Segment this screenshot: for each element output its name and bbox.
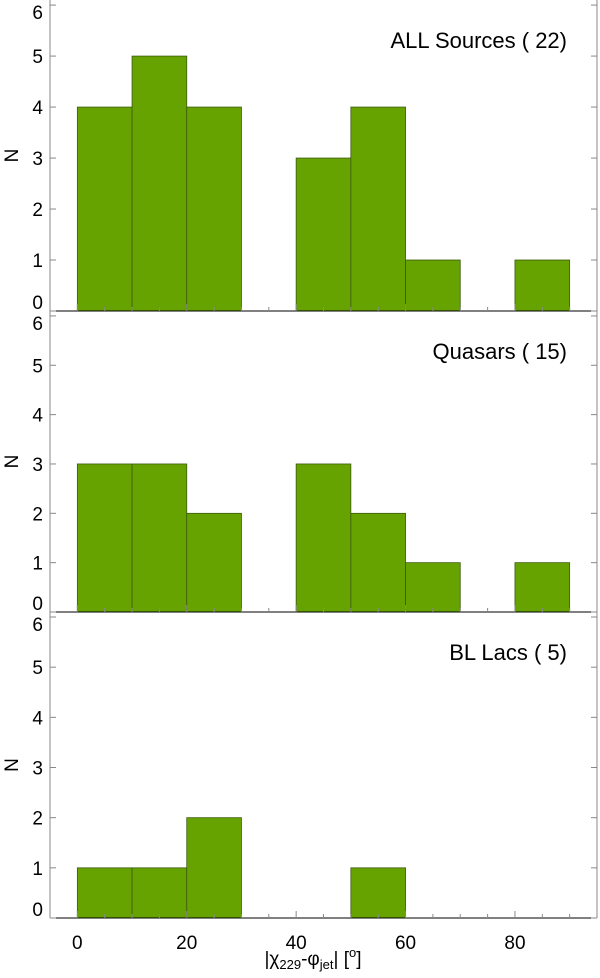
histogram-bar bbox=[350, 512, 406, 613]
panel-1: 0 1 2 3 4 5 6 N ALL Sources ( 22) bbox=[2, 0, 598, 314]
x-tick-label: 0 bbox=[72, 933, 83, 954]
histogram-bar bbox=[131, 55, 188, 312]
y-tick-label: 5 bbox=[32, 658, 43, 679]
panel-2: 0 1 2 3 4 5 6 N Quasars ( 15) bbox=[2, 311, 598, 615]
histogram-bar bbox=[295, 463, 352, 613]
y-tick-label: 4 bbox=[32, 98, 43, 119]
histogram-bar bbox=[186, 817, 242, 919]
histogram-bar bbox=[186, 512, 242, 613]
y-tick-label: 1 bbox=[32, 251, 43, 272]
y-tick-label: 3 bbox=[32, 455, 43, 476]
x-tick-label: 20 bbox=[176, 933, 197, 954]
panel-title: ALL Sources ( 22) bbox=[391, 28, 568, 53]
y-tick-label: 3 bbox=[32, 149, 43, 170]
panel-title: BL Lacs ( 5) bbox=[449, 640, 567, 665]
y-tick-label: 0 bbox=[32, 594, 43, 615]
y-tick-label: 0 bbox=[32, 900, 43, 921]
y-tick-label: 1 bbox=[32, 859, 43, 880]
histogram-bar bbox=[350, 106, 406, 312]
y-tick-label: 4 bbox=[32, 406, 43, 427]
y-tick-label: 0 bbox=[32, 293, 43, 314]
histogram-bar bbox=[405, 259, 461, 312]
panel-title: Quasars ( 15) bbox=[433, 339, 568, 364]
y-tick-label: 5 bbox=[32, 356, 43, 377]
y-tick-label: 5 bbox=[32, 47, 43, 68]
y-tick-label: 3 bbox=[32, 759, 43, 780]
histogram-bar bbox=[405, 562, 461, 613]
x-tick-label: 80 bbox=[504, 933, 525, 954]
histogram-bar bbox=[76, 106, 133, 312]
histogram-bar bbox=[131, 463, 188, 613]
y-tick-label: 2 bbox=[32, 809, 43, 830]
histogram-bar bbox=[131, 867, 188, 919]
y-tick-label: 2 bbox=[32, 504, 43, 525]
y-axis-label: N bbox=[2, 149, 23, 163]
y-tick-label: 2 bbox=[32, 200, 43, 221]
histogram-bar bbox=[350, 867, 406, 919]
x-tick-label: 40 bbox=[286, 933, 307, 954]
histogram-bar bbox=[514, 259, 571, 312]
y-tick-label: 1 bbox=[32, 554, 43, 575]
y-axis-label: N bbox=[2, 455, 23, 469]
x-tick-label: 60 bbox=[395, 933, 416, 954]
histogram-bar bbox=[514, 562, 571, 613]
histogram-bar bbox=[76, 867, 133, 919]
histogram-bar bbox=[186, 106, 242, 312]
y-tick-label: 6 bbox=[32, 314, 43, 335]
y-axis-label: N bbox=[2, 758, 23, 772]
y-tick-label: 6 bbox=[32, 3, 43, 24]
histogram-bar bbox=[76, 463, 133, 613]
y-tick-label: 4 bbox=[32, 708, 43, 729]
histogram-bar bbox=[295, 157, 352, 312]
x-axis-label: |χ229-φjet| [o] bbox=[264, 945, 361, 972]
y-tick-label: 6 bbox=[32, 615, 43, 636]
